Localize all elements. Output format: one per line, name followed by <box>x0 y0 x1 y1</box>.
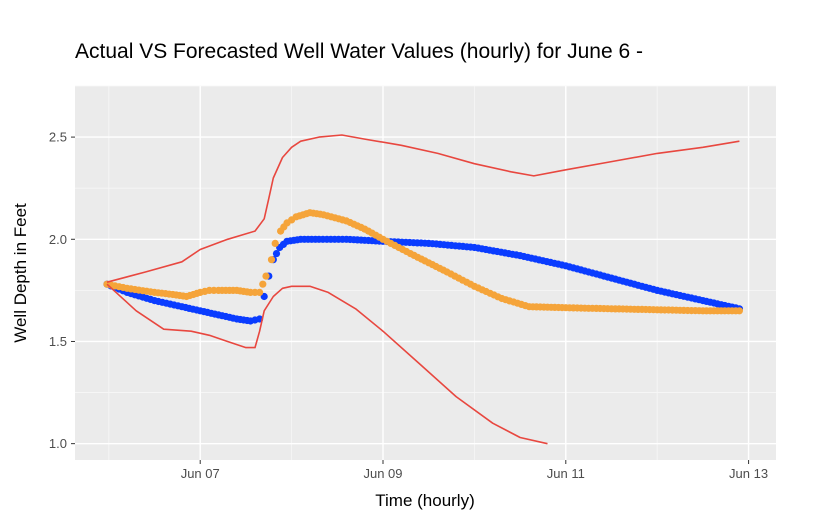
x-tick-label: Jun 09 <box>363 466 402 481</box>
grid <box>75 85 776 460</box>
data-point <box>272 250 281 258</box>
x-tick-label: Jun 07 <box>181 466 220 481</box>
x-tick-label: Jun 11 <box>547 466 585 481</box>
plot-panel <box>75 86 776 460</box>
y-tick-label: 2.0 <box>49 232 67 247</box>
points-series-1 <box>103 209 744 315</box>
data-point <box>735 307 744 315</box>
x-axis-title: Time (hourly) <box>375 491 475 510</box>
x-tick-label: Jun 13 <box>729 466 768 481</box>
y-tick-label: 1.0 <box>49 436 67 451</box>
chart-title: Actual VS Forecasted Well Water Values (… <box>75 40 643 63</box>
series-layer <box>103 134 744 445</box>
y-tick-label: 2.5 <box>49 130 67 145</box>
interval-line-3 <box>106 283 548 445</box>
series-line <box>106 134 740 283</box>
axes: Jun 07 Jun 09 Jun 11 Jun 13 1.0 1.5 2.0 2.5 <box>49 130 768 481</box>
data-point <box>256 288 264 296</box>
data-point <box>260 292 268 301</box>
data-point <box>259 280 267 288</box>
data-point <box>271 239 279 247</box>
y-tick-label: 1.5 <box>49 334 67 349</box>
data-point <box>262 272 270 280</box>
data-point <box>267 256 276 264</box>
series-line <box>106 283 548 445</box>
y-axis-title: Well Depth in Feet <box>11 203 30 343</box>
interval-line-2 <box>106 134 740 283</box>
